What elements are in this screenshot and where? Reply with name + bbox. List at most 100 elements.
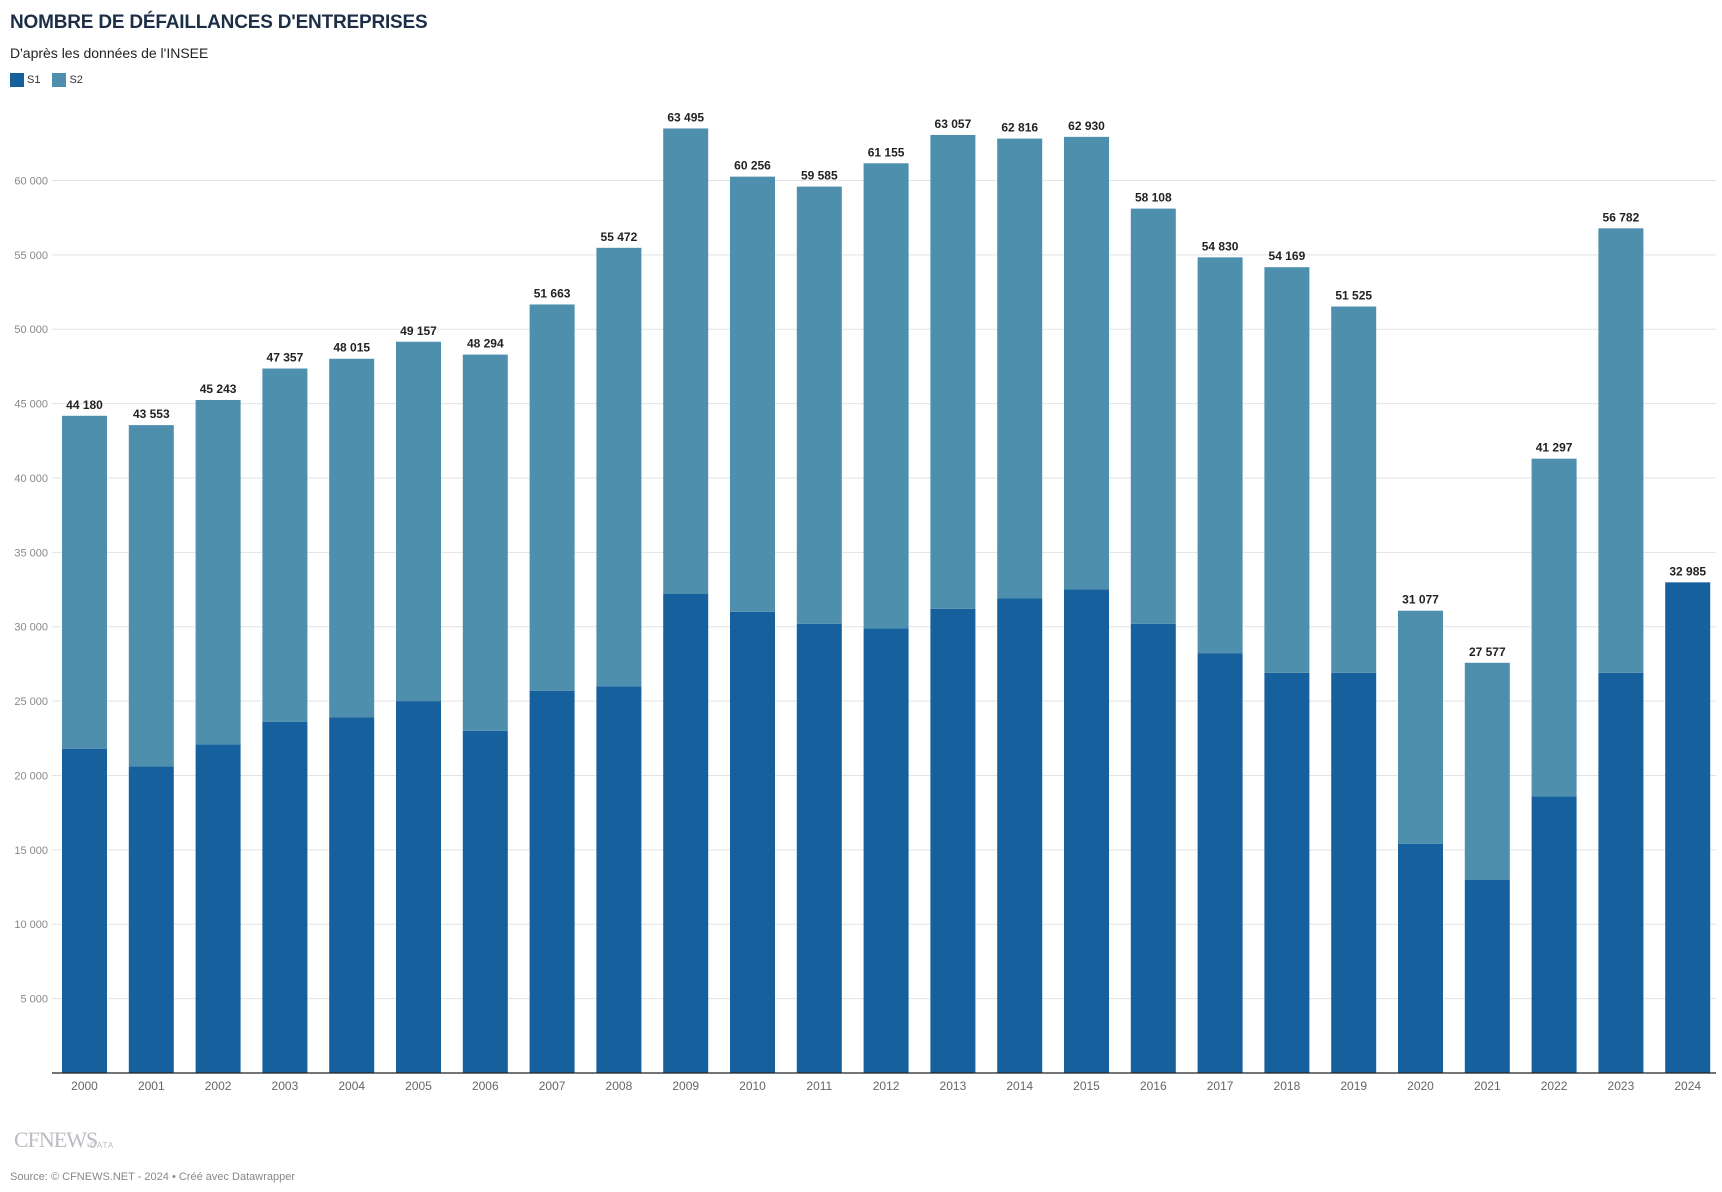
- bar-s2: [262, 368, 308, 722]
- y-tick-label: 55 000: [14, 250, 48, 262]
- bar-s2: [1398, 610, 1443, 844]
- bar-s1: [1531, 796, 1577, 1073]
- bar-total-label: 59 585: [801, 169, 838, 183]
- bar-total-label: 31 077: [1402, 593, 1439, 607]
- bar-s2: [62, 415, 107, 749]
- bar-s1: [796, 623, 842, 1073]
- bar-s2: [1464, 662, 1510, 880]
- bar-total-label: 45 243: [200, 382, 237, 396]
- bar-total-label: 60 256: [734, 159, 771, 173]
- bar-total-label: 61 155: [868, 145, 905, 159]
- cfnews-logo: CFNEWS: [14, 1127, 98, 1152]
- bar-total-label: 54 169: [1269, 249, 1306, 263]
- legend-swatch-s2: [52, 73, 67, 87]
- bar-total-label: 51 663: [534, 286, 571, 300]
- bar-s2: [195, 399, 241, 745]
- bar-s2: [1197, 257, 1243, 654]
- y-tick-label: 30 000: [14, 622, 48, 634]
- bar-total-label: 44 180: [66, 398, 103, 412]
- legend-item-s2: S2: [52, 73, 83, 87]
- bar-s1: [1264, 672, 1310, 1073]
- bar-s1: [62, 748, 107, 1073]
- bar-total-label: 48 294: [467, 337, 504, 351]
- x-tick-label: 2014: [1006, 1079, 1033, 1093]
- y-tick-label: 10 000: [14, 919, 48, 931]
- bar-total-label: 63 057: [935, 117, 972, 131]
- bar-total-label: 43 553: [133, 407, 170, 421]
- bar-total-label: 47 357: [267, 351, 304, 365]
- bar-s1: [1130, 623, 1176, 1073]
- y-tick-label: 25 000: [14, 696, 48, 708]
- bar-s2: [663, 128, 709, 594]
- bar-s2: [1130, 208, 1176, 624]
- bar-s1: [1064, 589, 1109, 1073]
- y-tick-label: 35 000: [14, 547, 48, 559]
- bar-s2: [863, 163, 909, 629]
- x-tick-label: 2010: [739, 1079, 766, 1093]
- bar-s2: [1598, 228, 1644, 673]
- y-tick-label: 5 000: [20, 994, 48, 1006]
- bar-total-label: 49 157: [400, 324, 437, 338]
- bar-s1: [128, 766, 174, 1073]
- bar-s1: [930, 608, 976, 1073]
- bar-s2: [1531, 458, 1577, 797]
- y-tick-label: 40 000: [14, 473, 48, 485]
- bar-s1: [329, 717, 375, 1073]
- chart-title: NOMBRE DE DÉFAILLANCES D'ENTREPRISES: [10, 12, 428, 33]
- x-tick-label: 2013: [940, 1079, 967, 1093]
- bar-s2: [1264, 267, 1310, 673]
- source-note: Source: © CFNEWS.NET - 2024 • Créé avec …: [10, 1171, 296, 1183]
- bar-s2: [1331, 306, 1377, 673]
- bar-total-label: 62 816: [1001, 121, 1038, 135]
- chart-subtitle: D'après les données de l'INSEE: [10, 45, 209, 61]
- bar-s1: [1398, 843, 1443, 1073]
- cfnews-logo-sub: DATA: [90, 1141, 115, 1150]
- bar-s2: [128, 425, 174, 767]
- bar-s2: [997, 138, 1043, 599]
- x-tick-label: 2024: [1674, 1079, 1701, 1093]
- y-tick-label: 60 000: [14, 175, 48, 187]
- bar-s1: [730, 611, 775, 1073]
- bar-s1: [863, 628, 909, 1073]
- legend-label-s1: S1: [27, 74, 41, 86]
- bar-s2: [796, 186, 842, 624]
- x-tick-label: 2000: [71, 1079, 98, 1093]
- x-tick-label: 2004: [338, 1079, 365, 1093]
- bar-s1: [195, 744, 241, 1073]
- x-tick-label: 2001: [138, 1079, 165, 1093]
- legend-swatch-s1: [10, 73, 24, 87]
- x-tick-label: 2016: [1140, 1079, 1167, 1093]
- x-tick-label: 2012: [873, 1079, 900, 1093]
- bar-s1: [1331, 672, 1377, 1073]
- bar-s1: [462, 730, 508, 1073]
- legend: S1 S2: [10, 73, 95, 87]
- x-tick-label: 2006: [472, 1079, 499, 1093]
- legend-item-s1: S1: [10, 73, 40, 87]
- bar-s1: [596, 686, 642, 1073]
- bar-s1: [1598, 672, 1644, 1073]
- x-tick-label: 2007: [539, 1079, 566, 1093]
- y-tick-label: 15 000: [14, 845, 48, 857]
- bar-s2: [1064, 136, 1109, 590]
- x-tick-label: 2015: [1073, 1079, 1100, 1093]
- x-tick-label: 2002: [205, 1079, 232, 1093]
- stacked-bar-chart: 5 000 10 000 15 000 20 000 25 000 30 000 35 00…: [14, 110, 1716, 1093]
- bar-s1: [396, 701, 441, 1073]
- bar-total-label: 41 297: [1536, 441, 1573, 455]
- bar-total-label: 54 830: [1202, 239, 1239, 253]
- x-tick-label: 2003: [272, 1079, 299, 1093]
- bar-total-label: 27 577: [1469, 645, 1506, 659]
- x-tick-label: 2020: [1407, 1079, 1434, 1093]
- bar-s2: [596, 247, 642, 687]
- bar-s1: [262, 721, 308, 1073]
- bar-s2: [529, 304, 575, 691]
- legend-label-s2: S2: [69, 74, 83, 86]
- bar-total-label: 48 015: [333, 341, 370, 355]
- bar-s2: [462, 354, 508, 731]
- bar-s1: [997, 598, 1043, 1073]
- x-tick-label: 2005: [405, 1079, 432, 1093]
- x-tick-label: 2017: [1207, 1079, 1234, 1093]
- bar-s2: [930, 134, 976, 609]
- bar-total-label: 51 525: [1335, 289, 1372, 303]
- y-tick-label: 45 000: [14, 399, 48, 411]
